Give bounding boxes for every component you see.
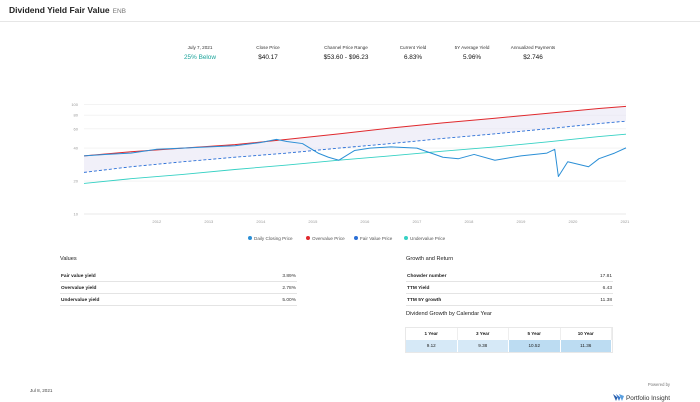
stat-value: 25% Below	[184, 54, 216, 61]
y-tick-label: 10	[74, 212, 79, 217]
y-tick-label: 60	[74, 126, 79, 131]
growth-row-chowder: Chowder number 17.81	[406, 272, 613, 282]
stat-date: July 7, 2021 25% Below	[160, 45, 240, 61]
daily-closing-price-line	[83, 138, 627, 178]
values-row-over: Overvalue yield 2.78%	[60, 284, 297, 294]
price-chart: 2012 2013 2014 2015 2016 2017 2018 2019 2020 2021…	[71, 102, 631, 224]
brand-name: Portfolio Insight	[625, 395, 670, 402]
x-tick-label: 2014	[256, 219, 266, 224]
top-bar: Dividend Yield Fair Value ENB	[0, 0, 700, 22]
stat-label: Annualized Payments	[510, 45, 556, 50]
legend-label: Undervalue Price	[410, 236, 446, 241]
dividend-growth-table: 1 Year 3 Year 5 Year 10 Year 9.12 9.38 1…	[405, 327, 613, 353]
y-tick-label: 80	[74, 113, 79, 118]
stat-close-price: Close Price $40.17	[228, 45, 308, 61]
x-tick-label: 2021	[621, 219, 631, 224]
legend-item-daily-closing[interactable]: Daily Closing Price	[248, 236, 293, 241]
x-tick-label: 2013	[204, 219, 214, 224]
undervalue-price-line	[83, 133, 627, 184]
table-cell: 9.38	[457, 340, 509, 352]
legend-item-fair-value[interactable]: Fair Value Price	[354, 236, 392, 241]
kv-label: Overvalue yield	[61, 286, 97, 291]
kv-value: 11.38	[600, 298, 612, 303]
table-header-cell: 3 Year	[457, 328, 509, 340]
y-tick-label: 20	[74, 179, 79, 184]
growth-row-ttm-5y: TTM 5Y growth 11.38	[406, 296, 613, 306]
x-tick-label: 2018	[464, 219, 474, 224]
legend-item-overvalue[interactable]: Overvalue Price	[306, 236, 345, 241]
table-header-row: 1 Year 3 Year 5 Year 10 Year	[406, 328, 612, 340]
table-cell: 9.12	[406, 340, 458, 352]
legend-swatch	[248, 236, 252, 240]
kv-value: 2.78%	[282, 286, 296, 291]
legend-label: Daily Closing Price	[254, 236, 293, 241]
stats-row: July 7, 2021 25% Below Close Price $40.1…	[165, 45, 585, 65]
stat-value: $40.17	[258, 54, 278, 61]
table-header-cell: 5 Year	[509, 328, 561, 340]
legend-label: Fair Value Price	[360, 236, 393, 241]
chart-legend: Daily Closing Price Overvalue Price Fair…	[248, 236, 468, 244]
legend-swatch	[354, 236, 358, 240]
stat-value: $2.746	[523, 54, 543, 61]
stat-label: July 7, 2021	[187, 45, 213, 50]
kv-label: TTM Yield	[407, 286, 430, 291]
footer-date: Jul 8, 2021	[30, 388, 53, 393]
kv-value: 5.00%	[282, 298, 296, 303]
page-title: Dividend Yield Fair Value ENB	[9, 5, 126, 15]
page-title-text: Dividend Yield Fair Value	[9, 5, 110, 15]
overvalue-price-line	[83, 105, 627, 157]
x-tick-label: 2015	[308, 219, 318, 224]
x-tick-label: 2017	[412, 219, 422, 224]
legend-swatch	[306, 236, 310, 240]
table-cell: 10.52	[509, 340, 561, 352]
ticker-label: ENB	[112, 8, 126, 15]
stat-channel-range: Channel Price Range $53.60 - $96.23	[306, 45, 386, 61]
stat-value: $53.60 - $96.23	[323, 54, 369, 61]
table-row: 9.12 9.38 10.52 11.36	[406, 340, 612, 352]
values-title: Values	[60, 256, 77, 262]
y-tick-label: 40	[74, 146, 79, 151]
stat-5y-avg-yield: 5Y Average Yield 5.96%	[432, 45, 512, 61]
stat-label: 5Y Average Yield	[454, 45, 490, 50]
overvalue-band	[84, 106, 626, 173]
kv-label: Chowder number	[407, 274, 447, 279]
stat-label: Channel Price Range	[324, 45, 368, 50]
x-tick-label: 2016	[360, 219, 370, 224]
kv-value: 6.43	[602, 286, 612, 291]
stat-current-yield: Current Yield 6.83%	[373, 45, 453, 61]
powered-by[interactable]: Powered by Portfolio Insight	[612, 382, 670, 402]
growth-title: Growth and Return	[406, 256, 454, 262]
stat-value: 6.83%	[403, 54, 423, 61]
x-tick-label: 2020	[568, 219, 578, 224]
x-tick-label: 2019	[516, 219, 526, 224]
stat-annualized-payments: Annualized Payments $2.746	[493, 45, 573, 61]
kv-label: TTM 5Y growth	[407, 298, 442, 303]
stat-label: Close Price	[256, 45, 280, 50]
kv-label: Fair value yield	[61, 274, 96, 279]
growth-row-ttm-yield: TTM Yield 6.43	[406, 284, 613, 294]
values-row-under: Undervalue yield 5.00%	[60, 296, 297, 306]
values-row-fair: Fair value yield 3.89%	[60, 272, 297, 282]
powered-by-label: Powered by	[647, 382, 670, 387]
legend-item-undervalue[interactable]: Undervalue Price	[404, 236, 445, 241]
legend-label: Overvalue Price	[312, 236, 345, 241]
legend-swatch	[404, 236, 408, 240]
stat-label: Current Yield	[399, 45, 427, 50]
kv-value: 17.81	[599, 274, 612, 279]
portfolio-insight-logo-icon	[612, 388, 624, 402]
table-header-cell: 10 Year	[560, 328, 612, 340]
table-header-cell: 1 Year	[406, 328, 458, 340]
stat-value: 5.96%	[462, 54, 482, 61]
fair-value-price-line	[83, 120, 627, 173]
kv-label: Undervalue yield	[61, 298, 100, 303]
table-cell: 11.36	[560, 340, 612, 352]
y-tick-label: 100	[71, 102, 78, 107]
x-tick-label: 2012	[152, 219, 162, 224]
kv-value: 3.89%	[282, 274, 296, 279]
dividend-growth-title: Dividend Growth by Calendar Year	[406, 311, 492, 317]
